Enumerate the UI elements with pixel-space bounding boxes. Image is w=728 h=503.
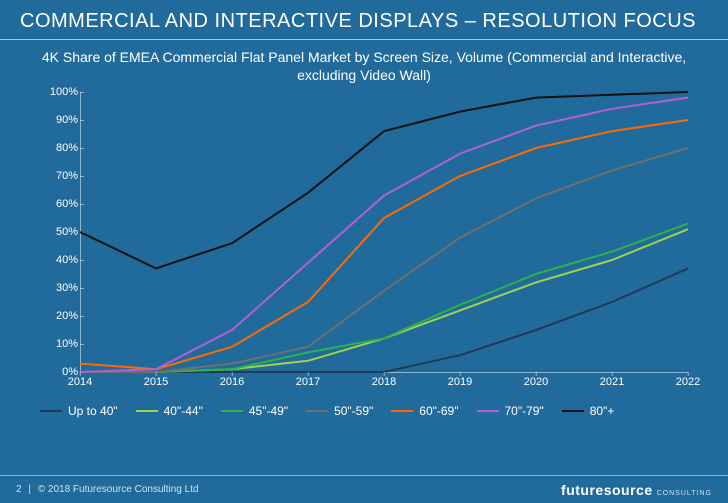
legend-swatch [306,410,328,412]
copyright: © 2018 Futuresource Consulting Ltd [38,484,199,495]
chart: 0%10%20%30%40%50%60%70%80%90%100% 201420… [30,92,698,422]
chart-subtitle: 4K Share of EMEA Commercial Flat Panel M… [40,48,688,84]
y-tick: 80% [30,142,78,154]
legend-label: 40"-44" [164,404,203,418]
y-tick: 30% [30,282,78,294]
series-line [80,92,688,268]
legend-swatch [136,410,158,412]
x-tick: 2015 [144,376,168,388]
legend-item: 60"-69" [391,404,458,418]
legend-swatch [40,410,62,412]
y-tick: 100% [30,86,78,98]
y-tick: 20% [30,310,78,322]
brand-logo: futuresource CONSULTING [561,482,712,498]
legend-label: 50"-59" [334,404,373,418]
x-tick: 2021 [600,376,624,388]
legend-item: 40"-44" [136,404,203,418]
x-tick: 2017 [296,376,320,388]
legend-swatch [391,410,413,412]
x-tick: 2022 [676,376,700,388]
x-tick: 2016 [220,376,244,388]
legend-swatch [221,410,243,412]
legend-item: 70"-79" [477,404,544,418]
y-tick: 60% [30,198,78,210]
legend-swatch [562,410,584,412]
footer: 2 | © 2018 Futuresource Consulting Ltd f… [0,475,728,503]
legend: Up to 40" 40"-44" 45"-49" 50"-59" 60"-69" 70"… [40,404,688,418]
x-tick: 2014 [68,376,92,388]
y-tick: 50% [30,226,78,238]
x-tick: 2020 [524,376,548,388]
page-number: 2 [16,484,22,495]
legend-swatch [477,410,499,412]
brand-name: futuresource [561,482,653,498]
line-series [80,92,688,372]
y-tick: 40% [30,254,78,266]
page-title: COMMERCIAL AND INTERACTIVE DISPLAYS – RE… [20,10,708,33]
legend-item: 50"-59" [306,404,373,418]
legend-label: Up to 40" [68,404,118,418]
x-tick: 2019 [448,376,472,388]
plot-area [80,92,688,372]
y-tick: 90% [30,114,78,126]
title-bar: COMMERCIAL AND INTERACTIVE DISPLAYS – RE… [0,0,728,40]
series-line [80,229,688,372]
y-tick: 70% [30,170,78,182]
x-tick: 2018 [372,376,396,388]
legend-label: 60"-69" [419,404,458,418]
legend-label: 45"-49" [249,404,288,418]
series-line [80,98,688,372]
legend-label: 80"+ [590,404,615,418]
brand-sub: CONSULTING [657,490,712,497]
footer-sep: | [28,484,31,495]
legend-item: Up to 40" [40,404,118,418]
series-line [80,268,688,372]
legend-label: 70"-79" [505,404,544,418]
y-tick: 10% [30,338,78,350]
series-line [80,224,688,372]
legend-item: 45"-49" [221,404,288,418]
series-line [80,120,688,369]
footer-left: 2 | © 2018 Futuresource Consulting Ltd [16,484,199,495]
legend-item: 80"+ [562,404,615,418]
